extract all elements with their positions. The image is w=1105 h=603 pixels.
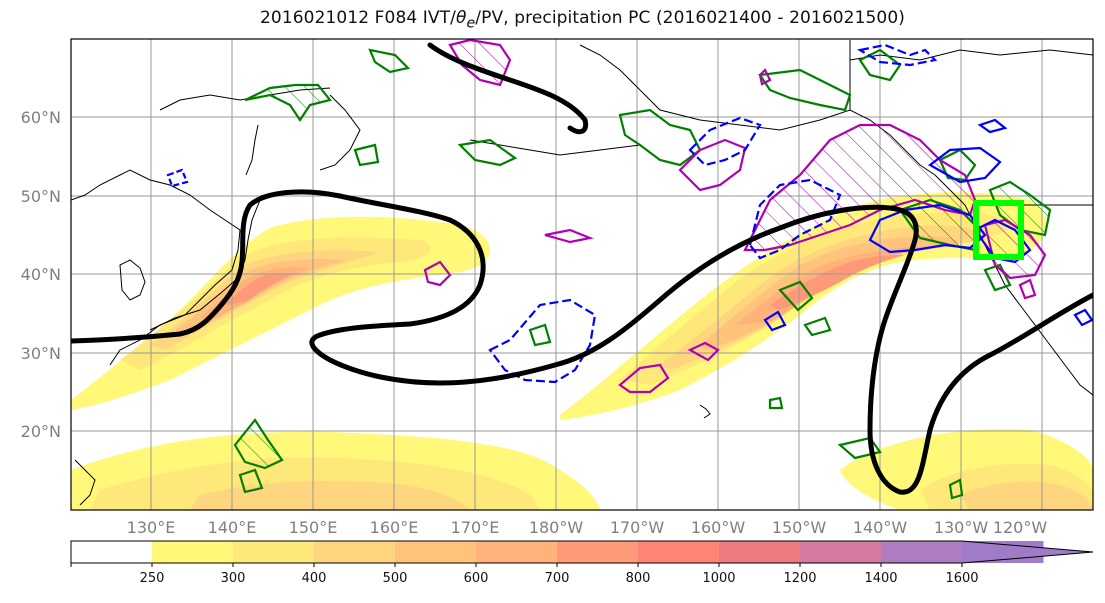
- lon-label: 160°E: [370, 518, 419, 537]
- colorbar-tick-label: 800: [626, 571, 651, 586]
- lat-label: 20°N: [21, 422, 61, 441]
- lon-label: 140°W: [853, 518, 908, 537]
- pv-contour-north: [427, 42, 589, 135]
- lon-label: 140°E: [208, 518, 257, 537]
- colorbar-cell: [314, 541, 396, 563]
- lon-label: 130°W: [934, 518, 989, 537]
- colorbar-cell: [800, 541, 882, 563]
- lat-label: 40°N: [21, 265, 61, 284]
- lon-label: 130°E: [127, 518, 176, 537]
- colorbar-tick-label: 250: [140, 571, 165, 586]
- lon-label: 170°E: [451, 518, 500, 537]
- longitude-labels: 130°E 140°E 150°E 160°E 170°E 180°W 170°…: [127, 518, 1048, 537]
- lon-label: 120°W: [993, 518, 1048, 537]
- coast-philippines: [74, 459, 96, 506]
- colorbar-cell: [152, 541, 234, 563]
- lon-label: 180°W: [529, 518, 584, 537]
- colorbar-tick-label: 1600: [945, 571, 978, 586]
- colorbar-cells: [70, 540, 1094, 564]
- title-theta: θ: [455, 8, 467, 28]
- lon-label: 170°W: [610, 518, 665, 537]
- colorbar-tick-label: 400: [302, 571, 327, 586]
- colorbar: 250 300 400 500 600 700 800 1000 1200 1400 1600: [70, 540, 1094, 586]
- lon-label: 150°E: [289, 518, 338, 537]
- colorbar-extension: [962, 541, 1093, 563]
- coast-hawaii: [699, 404, 711, 419]
- map-gridlines: [71, 39, 1093, 510]
- colorbar-tick-label: 500: [383, 571, 408, 586]
- colorbar-cell: [881, 541, 963, 563]
- lat-label: 60°N: [21, 108, 61, 127]
- map-panel: [71, 39, 1093, 510]
- lat-label: 30°N: [21, 344, 61, 363]
- colorbar-cell: [476, 541, 558, 563]
- colorbar-labels: 250 300 400 500 600 700 800 1000 1200 1400 1600: [70, 563, 979, 586]
- title-theta-subscript: e: [466, 15, 476, 32]
- ivt-plume-west: [71, 216, 490, 410]
- colorbar-tick-label: 1000: [702, 571, 735, 586]
- colorbar-cell: [719, 541, 801, 563]
- colorbar-cell: [557, 541, 639, 563]
- colorbar-outline: [70, 540, 1094, 564]
- figure-title: 2016021012 F084 IVT/θe/PV, precipitation…: [0, 8, 1105, 31]
- pv-contour-main: [71, 189, 1093, 495]
- lat-label: 50°N: [21, 187, 61, 206]
- target-box: [973, 200, 1024, 260]
- colorbar-cell: [638, 541, 720, 563]
- lon-label: 150°W: [772, 518, 827, 537]
- title-prefix: 2016021012 F084 IVT/: [260, 8, 456, 28]
- coast-korea: [119, 259, 146, 301]
- coast-sakhalin: [245, 124, 259, 176]
- colorbar-tick-label: 1400: [864, 571, 897, 586]
- map-frame: [70, 38, 1094, 511]
- colorbar-cell: [395, 541, 477, 563]
- coast-canada-north: [849, 49, 1093, 61]
- colorbar-cell: [71, 541, 153, 563]
- lon-label: 160°W: [691, 518, 746, 537]
- colorbar-tick-label: 600: [464, 571, 489, 586]
- colorbar-tick-label: 300: [221, 571, 246, 586]
- title-suffix: /PV, precipitation PC (2016021400 - 2016…: [475, 8, 905, 28]
- colorbar-tick-label: 1200: [783, 571, 816, 586]
- latitude-labels: 60°N 50°N 40°N 30°N 20°N: [21, 108, 61, 441]
- coast-kamchatka: [319, 94, 361, 171]
- colorbar-tick-label: 700: [545, 571, 570, 586]
- pv-contours: [71, 42, 1093, 495]
- colorbar-cell: [233, 541, 315, 563]
